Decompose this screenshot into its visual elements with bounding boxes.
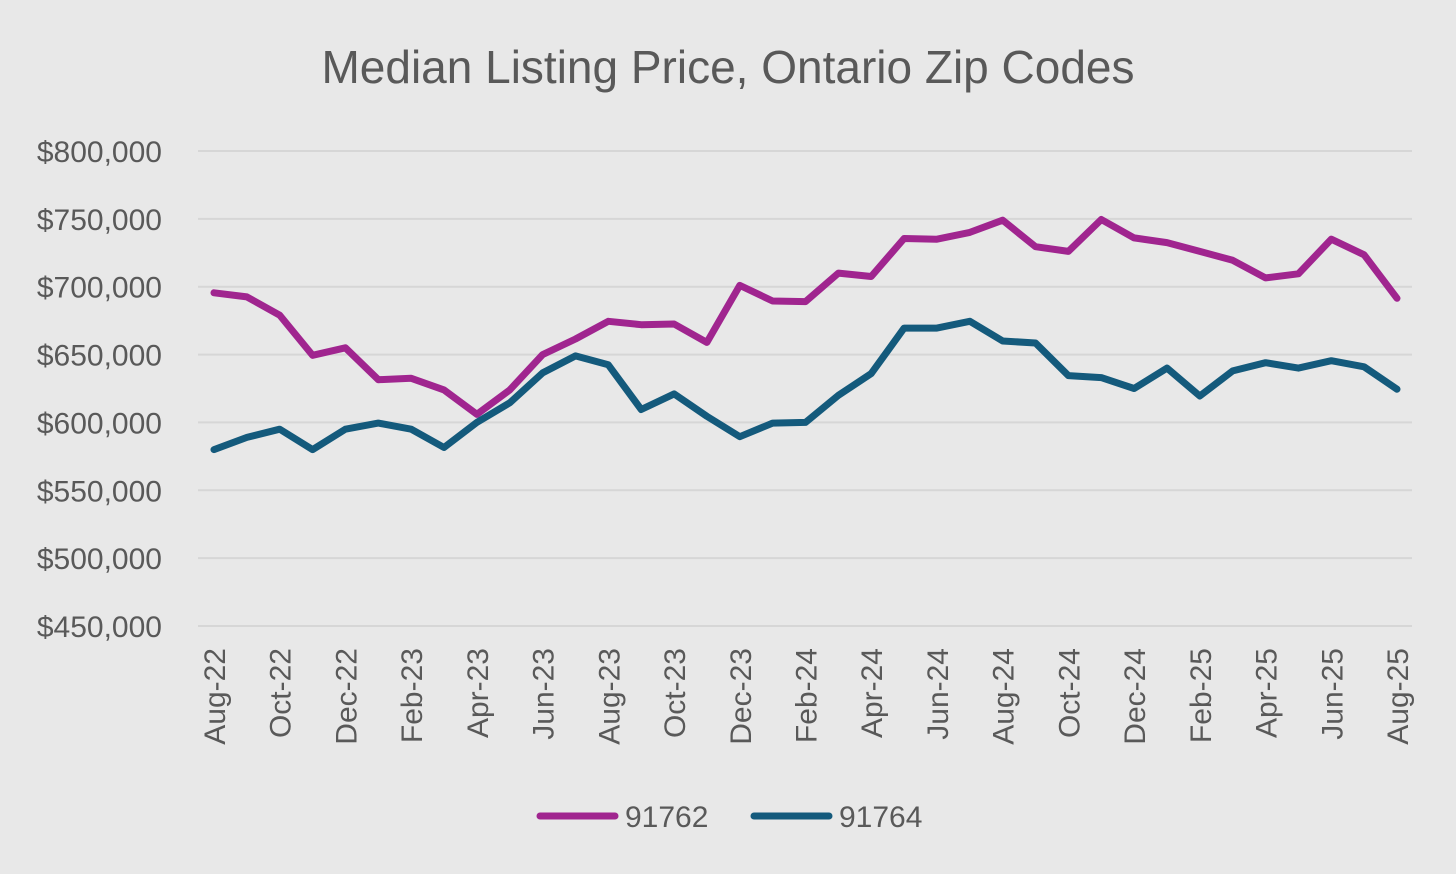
x-tick-label: Feb-23 xyxy=(396,648,429,743)
x-axis-ticks: Aug-22 Oct-22 Dec-22 Feb-23 Apr-23 Jun-23 Aug-… xyxy=(199,648,1415,745)
x-tick-label: Dec-22 xyxy=(330,648,363,745)
x-tick-label: Aug-25 xyxy=(1382,648,1415,745)
y-tick-label: $750,000 xyxy=(37,204,162,237)
y-axis-ticks: $450,000 $500,000 $550,000 $600,000 $650,000… xyxy=(37,136,162,644)
x-tick-label: Jun-25 xyxy=(1316,648,1349,740)
y-tick-label: $450,000 xyxy=(37,611,162,644)
y-tick-label: $700,000 xyxy=(37,272,162,305)
x-tick-label: Oct-23 xyxy=(659,648,692,738)
x-tick-label: Oct-24 xyxy=(1053,648,1086,738)
y-tick-label: $600,000 xyxy=(37,407,162,440)
series-line-91764 xyxy=(210,317,1401,454)
y-tick-label: $550,000 xyxy=(37,475,162,508)
x-tick-label: Dec-23 xyxy=(725,648,758,745)
x-tick-label: Apr-24 xyxy=(856,648,889,738)
gridlines xyxy=(198,150,1412,627)
x-tick-label: Oct-22 xyxy=(265,648,298,738)
y-tick-label: $650,000 xyxy=(37,340,162,373)
series-line-91762 xyxy=(210,216,1401,418)
x-tick-label: Feb-25 xyxy=(1185,648,1218,743)
x-tick-label: Dec-24 xyxy=(1119,648,1152,745)
chart-title: Median Listing Price, Ontario Zip Codes xyxy=(321,41,1134,93)
legend-label: 91764 xyxy=(839,801,922,834)
x-tick-label: Apr-25 xyxy=(1251,648,1284,738)
x-tick-label: Jun-24 xyxy=(922,648,955,740)
legend: 91762 91764 xyxy=(536,801,922,834)
x-tick-label: Apr-23 xyxy=(462,648,495,738)
series-lines xyxy=(210,216,1401,454)
x-tick-label: Feb-24 xyxy=(791,648,824,743)
x-tick-label: Jun-23 xyxy=(528,648,561,740)
y-tick-label: $800,000 xyxy=(37,136,162,169)
y-tick-label: $500,000 xyxy=(37,543,162,576)
x-tick-label: Aug-22 xyxy=(199,648,232,745)
x-tick-label: Aug-24 xyxy=(988,648,1021,745)
legend-label: 91762 xyxy=(625,801,708,834)
x-tick-label: Aug-23 xyxy=(593,648,626,745)
